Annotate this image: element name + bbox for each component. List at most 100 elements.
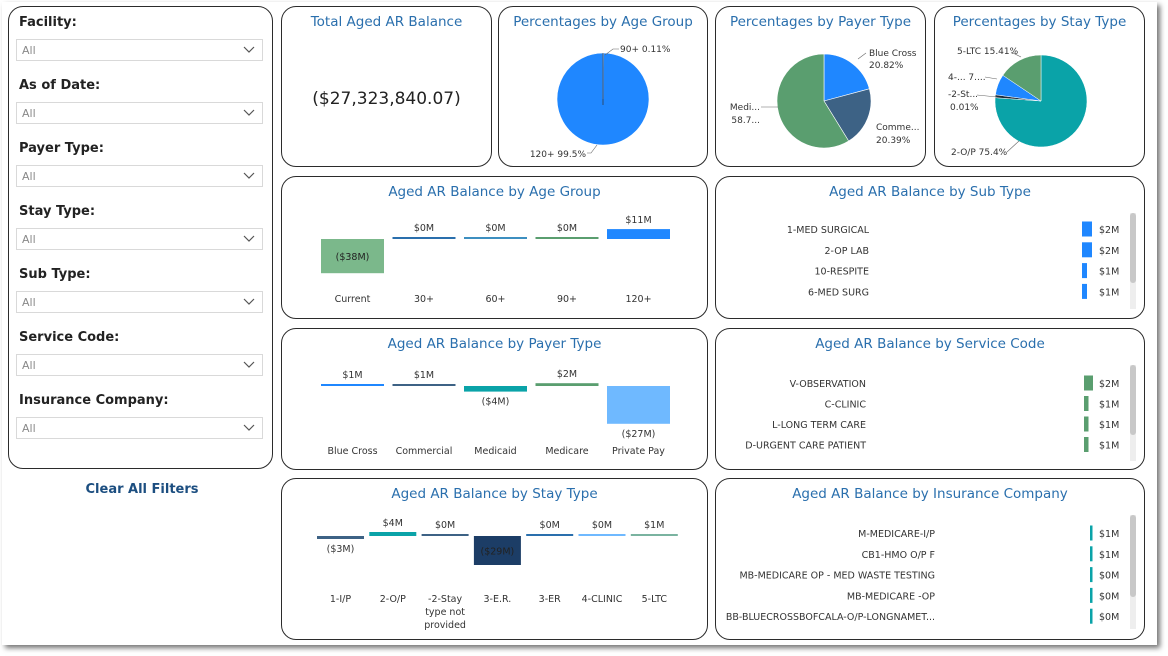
pie-label: 120+ 99.5% [530, 150, 587, 160]
bar[interactable] [1090, 546, 1093, 562]
bar[interactable] [1084, 416, 1089, 432]
data-label: $1M [1099, 287, 1119, 298]
chevron-down-icon[interactable] [242, 42, 256, 56]
data-label: $0M [414, 223, 434, 234]
sub-type-scrollbar[interactable] [1130, 213, 1136, 309]
slicer-dropdown[interactable]: All [16, 291, 263, 313]
sub-type-chart: 1-MED SURGICAL $2M 2-OP LAB $2M 10-RESPITE $1… [787, 221, 1119, 299]
bar[interactable] [630, 534, 678, 536]
scroll-thumb[interactable] [1130, 515, 1136, 597]
bar[interactable] [392, 237, 456, 239]
bar[interactable] [578, 534, 626, 536]
slicer-dropdown[interactable]: All [16, 417, 263, 439]
sub-type-title: Aged AR Balance by Sub Type [829, 184, 1031, 200]
pie-slice[interactable] [1002, 54, 1042, 102]
slicer-dropdown[interactable]: All [16, 102, 263, 124]
bar[interactable] [1084, 396, 1089, 411]
bar[interactable] [1090, 525, 1093, 541]
bar[interactable] [1084, 375, 1093, 391]
category-label: Blue Cross [327, 446, 377, 457]
slicer-dropdown[interactable]: All [16, 354, 263, 376]
category-label: L-LONG TERM CARE [772, 420, 866, 431]
bar[interactable] [526, 534, 574, 536]
category-label: 3-E.R. [484, 594, 512, 605]
scroll-thumb[interactable] [1130, 365, 1136, 435]
chevron-down-icon[interactable] [242, 168, 256, 182]
category-label: 6-MED SURG [808, 287, 869, 298]
category-label: Commercial [396, 446, 453, 457]
bar[interactable] [607, 229, 670, 239]
bar[interactable] [1082, 221, 1092, 237]
pie-label: -2-St... [948, 90, 978, 100]
category-label: MB-MEDICARE -OP [847, 591, 935, 602]
kpi-card: Total Aged AR Balance ($27,323,840.07) [281, 6, 492, 167]
pie-label: Blue Cross [869, 49, 917, 59]
slicer-value: All [22, 422, 36, 435]
service-code-card: Aged AR Balance by Service Code V-OBSERV… [715, 328, 1145, 470]
chevron-down-icon[interactable] [242, 357, 256, 371]
category-label: BB-BLUECROSSBOFCALA-O/P-LONGNAMET... [726, 612, 935, 623]
leader-line [1010, 51, 1022, 58]
bar[interactable] [535, 383, 599, 386]
data-label: $2M [1099, 379, 1119, 390]
age-group-chart: ($38M) Current $0M 30+ $0M 60+ $0M 90+ $11M 120+ [321, 215, 670, 305]
category-label: 60+ [485, 294, 505, 305]
pie-label: 20.39% [876, 136, 911, 146]
pie-label: 5-LTC 15.41% [957, 47, 1019, 57]
sub-type-card: Aged AR Balance by Sub Type 1-MED SURGIC… [715, 176, 1145, 319]
bar[interactable] [1090, 587, 1093, 603]
slicer-value: All [22, 359, 36, 372]
clear-all-filters-button[interactable]: Clear All Filters [85, 482, 199, 497]
bar[interactable] [392, 384, 456, 386]
bar[interactable] [421, 534, 469, 536]
bar[interactable] [321, 239, 384, 274]
bar[interactable] [1082, 283, 1087, 299]
chevron-down-icon[interactable] [242, 294, 256, 308]
bar[interactable] [464, 237, 527, 239]
category-label: provided [424, 620, 466, 631]
bar[interactable] [473, 536, 521, 565]
category-label: V-OBSERVATION [790, 379, 866, 390]
pie-payer-chart: Blue Cross 20.82% Comme... 20.39% Medi... 58.… [730, 49, 919, 149]
pie-slice[interactable] [823, 53, 870, 102]
bar[interactable] [1090, 608, 1093, 624]
pie-label: 90+ 0.11% [620, 45, 671, 55]
category-label: 5-LTC [642, 594, 668, 605]
bar[interactable] [321, 384, 384, 386]
category-label: 120+ [625, 294, 651, 305]
pie-slice[interactable] [823, 88, 872, 142]
service-code-scrollbar[interactable] [1130, 365, 1136, 461]
data-label: $0M [1099, 571, 1119, 582]
data-label: $1M [342, 370, 362, 381]
slicer-dropdown[interactable]: All [16, 228, 263, 250]
bar[interactable] [1082, 263, 1087, 279]
bar[interactable] [1084, 437, 1089, 452]
slicer-dropdown[interactable]: All [16, 165, 263, 187]
bar[interactable] [607, 386, 670, 424]
category-label: Medicaid [474, 446, 516, 457]
pie-label: 20.82% [869, 61, 904, 71]
bar[interactable] [1082, 242, 1092, 258]
service-code-title: Aged AR Balance by Service Code [815, 336, 1045, 352]
pie-label: 58.7... [731, 116, 760, 126]
slicer-dropdown[interactable]: All [16, 39, 263, 61]
pie-age-chart: 90+ 0.11% 120+ 99.5% [530, 45, 671, 160]
insurance-scrollbar[interactable] [1130, 515, 1136, 629]
chevron-down-icon[interactable] [242, 420, 256, 434]
bar[interactable] [464, 386, 527, 392]
scroll-thumb[interactable] [1130, 213, 1136, 283]
data-label: ($38M) [336, 252, 370, 263]
leader-line [976, 94, 998, 98]
bar[interactable] [1090, 567, 1093, 583]
chevron-down-icon[interactable] [242, 231, 256, 245]
pie-slice[interactable] [776, 53, 850, 149]
data-label: $0M [485, 223, 505, 234]
data-label: ($3M) [327, 544, 355, 555]
pie-payer-card: Percentages by Payer Type Blue Cross 20.8… [715, 6, 926, 167]
bar[interactable] [535, 237, 599, 239]
chevron-down-icon[interactable] [242, 105, 256, 119]
bar[interactable] [317, 536, 364, 539]
bar[interactable] [369, 532, 417, 536]
stay-type-title: Aged AR Balance by Stay Type [391, 486, 598, 502]
